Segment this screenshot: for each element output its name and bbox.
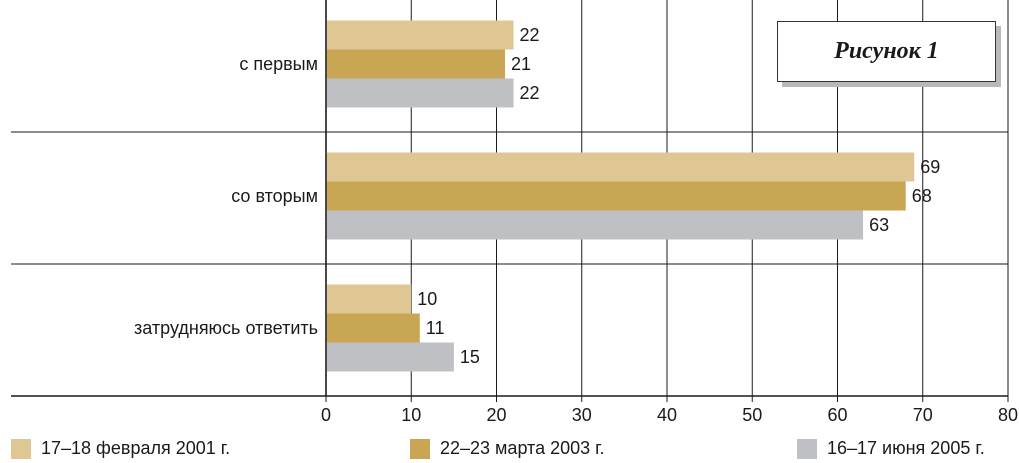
x-tick-label: 80 <box>998 405 1018 425</box>
bar <box>327 49 506 79</box>
legend-item-2003: 22–23 марта 2003 г. <box>410 438 605 459</box>
legend-swatch-2003 <box>410 438 430 459</box>
data-label: 15 <box>460 347 480 367</box>
category-label: затрудняюсь ответить <box>134 318 318 338</box>
category-label: с первым <box>239 54 318 74</box>
legend-label-2005: 16–17 июня 2005 г. <box>827 438 985 458</box>
x-tick-label: 10 <box>401 405 421 425</box>
data-label: 68 <box>912 186 932 206</box>
data-label: 21 <box>511 54 531 74</box>
x-tick-label: 20 <box>486 405 506 425</box>
x-tick-label: 70 <box>913 405 933 425</box>
bars: 22 21 22 69 68 63 10 11 15 <box>327 20 940 372</box>
bar <box>327 20 514 50</box>
figure-title: Рисунок 1 <box>834 38 939 64</box>
legend-swatch-2005 <box>797 438 817 459</box>
x-tick-label: 50 <box>742 405 762 425</box>
category-label: со вторым <box>231 186 318 206</box>
x-tick-label: 40 <box>657 405 677 425</box>
data-label: 22 <box>520 25 540 45</box>
bar <box>327 152 915 182</box>
data-label: 11 <box>426 318 445 338</box>
data-label: 10 <box>417 289 437 309</box>
legend: 17–18 февраля 2001 г. 22–23 марта 2003 г… <box>0 438 1019 462</box>
data-label: 69 <box>920 157 940 177</box>
legend-item-2005: 16–17 июня 2005 г. <box>797 438 985 459</box>
data-label: 63 <box>869 215 889 235</box>
bar <box>327 313 420 343</box>
data-label: 22 <box>520 83 540 103</box>
bar <box>327 210 864 240</box>
x-tick-label: 0 <box>321 405 331 425</box>
bar <box>327 284 412 314</box>
category-separators <box>11 131 1008 265</box>
x-axis: 0 10 20 30 40 50 60 70 80 <box>11 395 1018 425</box>
bar <box>327 181 906 211</box>
legend-item-2001: 17–18 февраля 2001 г. <box>11 438 230 459</box>
legend-label-2001: 17–18 февраля 2001 г. <box>41 438 231 458</box>
legend-swatch-2001 <box>11 438 31 459</box>
x-tick-label: 30 <box>572 405 592 425</box>
x-tick-label: 60 <box>827 405 847 425</box>
bar <box>327 342 454 372</box>
bar <box>327 78 514 108</box>
legend-label-2003: 22–23 марта 2003 г. <box>440 438 605 458</box>
category-labels: с первым со вторым затрудняюсь ответить <box>134 54 318 338</box>
figure-title-box: Рисунок 1 <box>777 21 996 82</box>
